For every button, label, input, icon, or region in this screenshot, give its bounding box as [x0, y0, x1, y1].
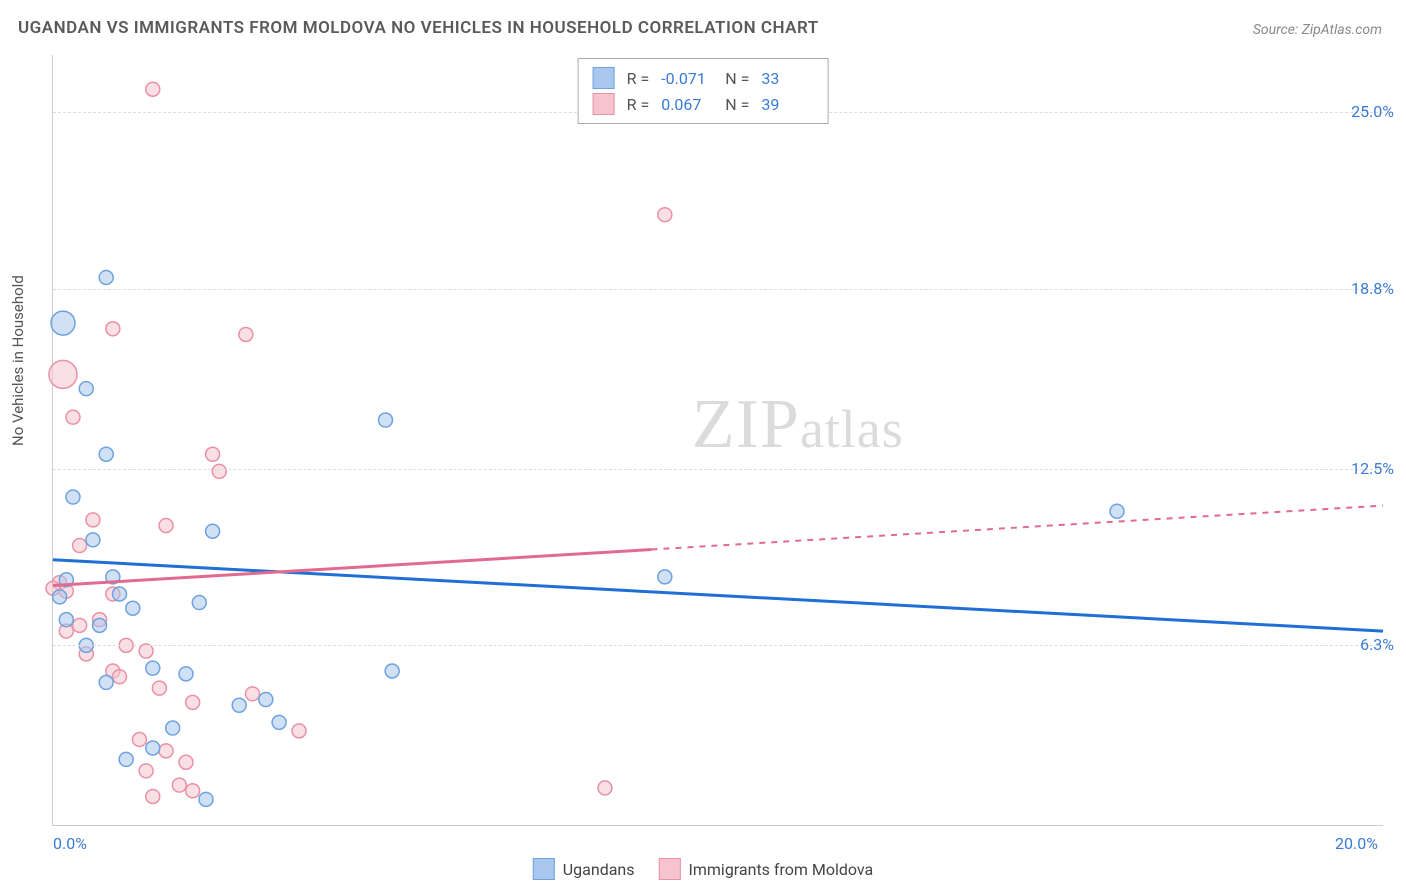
- r-label: R =: [627, 69, 650, 88]
- r-label: R =: [627, 95, 650, 114]
- data-point: [126, 601, 140, 615]
- data-point: [379, 413, 393, 427]
- data-point: [93, 618, 107, 632]
- y-tick-label: 6.3%: [1360, 635, 1394, 654]
- legend-swatch: [533, 858, 555, 880]
- legend-swatch: [593, 67, 615, 89]
- data-point: [66, 410, 80, 424]
- data-point: [192, 596, 206, 610]
- data-point: [51, 311, 75, 335]
- chart-plot-area: ZIPatlas 0.0%20.0%: [52, 55, 1383, 826]
- data-point: [113, 587, 127, 601]
- trend-line-solid: [53, 550, 652, 586]
- legend-stat-row: R = -0.071 N = 33: [593, 65, 814, 91]
- data-point: [99, 447, 113, 461]
- data-point: [99, 675, 113, 689]
- data-point: [66, 490, 80, 504]
- legend-series: Ugandans Immigrants from Moldova: [533, 858, 873, 880]
- data-point: [132, 732, 146, 746]
- trend-line-dashed: [652, 506, 1384, 550]
- legend-swatch: [593, 93, 615, 115]
- x-tick-label: 20.0%: [1335, 834, 1378, 853]
- legend-stat-row: R = 0.067 N = 39: [593, 91, 814, 117]
- y-tick-label: 18.8%: [1351, 279, 1394, 298]
- data-point: [259, 693, 273, 707]
- data-point: [166, 721, 180, 735]
- legend-label: Ugandans: [563, 860, 635, 879]
- data-point: [172, 778, 186, 792]
- gridline: [53, 289, 1383, 290]
- data-point: [146, 82, 160, 96]
- gridline: [53, 469, 1383, 470]
- data-point: [139, 764, 153, 778]
- r-value: 0.067: [661, 95, 713, 114]
- data-point: [239, 327, 253, 341]
- data-point: [212, 464, 226, 478]
- chart-source: Source: ZipAtlas.com: [1253, 22, 1382, 38]
- data-point: [179, 755, 193, 769]
- chart-title: UGANDAN VS IMMIGRANTS FROM MOLDOVA NO VE…: [18, 18, 819, 38]
- data-point: [53, 590, 67, 604]
- data-point: [246, 687, 260, 701]
- data-point: [152, 681, 166, 695]
- data-point: [73, 618, 87, 632]
- n-label: N =: [725, 95, 749, 114]
- data-point: [232, 698, 246, 712]
- legend-item: Immigrants from Moldova: [659, 858, 874, 880]
- data-point: [59, 613, 73, 627]
- data-point: [73, 539, 87, 553]
- data-point: [79, 382, 93, 396]
- data-point: [1110, 504, 1124, 518]
- legend-swatch: [659, 858, 681, 880]
- data-point: [186, 784, 200, 798]
- data-point: [385, 664, 399, 678]
- data-point: [272, 715, 286, 729]
- data-point: [206, 524, 220, 538]
- legend-correlation: R = -0.071 N = 33 R = 0.067 N = 39: [578, 58, 829, 124]
- trend-line: [53, 560, 1383, 631]
- y-axis-label: No Vehicles in Household: [9, 275, 27, 446]
- n-value: 33: [761, 69, 813, 88]
- data-point: [113, 670, 127, 684]
- data-point: [658, 208, 672, 222]
- plot-svg: [53, 55, 1383, 825]
- y-tick-label: 12.5%: [1351, 459, 1394, 478]
- n-value: 39: [761, 95, 813, 114]
- data-point: [598, 781, 612, 795]
- data-point: [658, 570, 672, 584]
- data-point: [146, 741, 160, 755]
- data-point: [119, 752, 133, 766]
- data-point: [99, 270, 113, 284]
- data-point: [86, 533, 100, 547]
- data-point: [49, 360, 77, 388]
- data-point: [146, 789, 160, 803]
- data-point: [159, 519, 173, 533]
- data-point: [206, 447, 220, 461]
- data-point: [146, 661, 160, 675]
- data-point: [179, 667, 193, 681]
- x-tick-label: 0.0%: [53, 834, 87, 853]
- data-point: [86, 513, 100, 527]
- y-tick-label: 25.0%: [1351, 102, 1394, 121]
- data-point: [199, 792, 213, 806]
- data-point: [292, 724, 306, 738]
- data-point: [159, 744, 173, 758]
- gridline: [53, 645, 1383, 646]
- n-label: N =: [725, 69, 749, 88]
- data-point: [186, 695, 200, 709]
- data-point: [106, 322, 120, 336]
- legend-label: Immigrants from Moldova: [689, 860, 874, 879]
- r-value: -0.071: [661, 69, 713, 88]
- legend-item: Ugandans: [533, 858, 635, 880]
